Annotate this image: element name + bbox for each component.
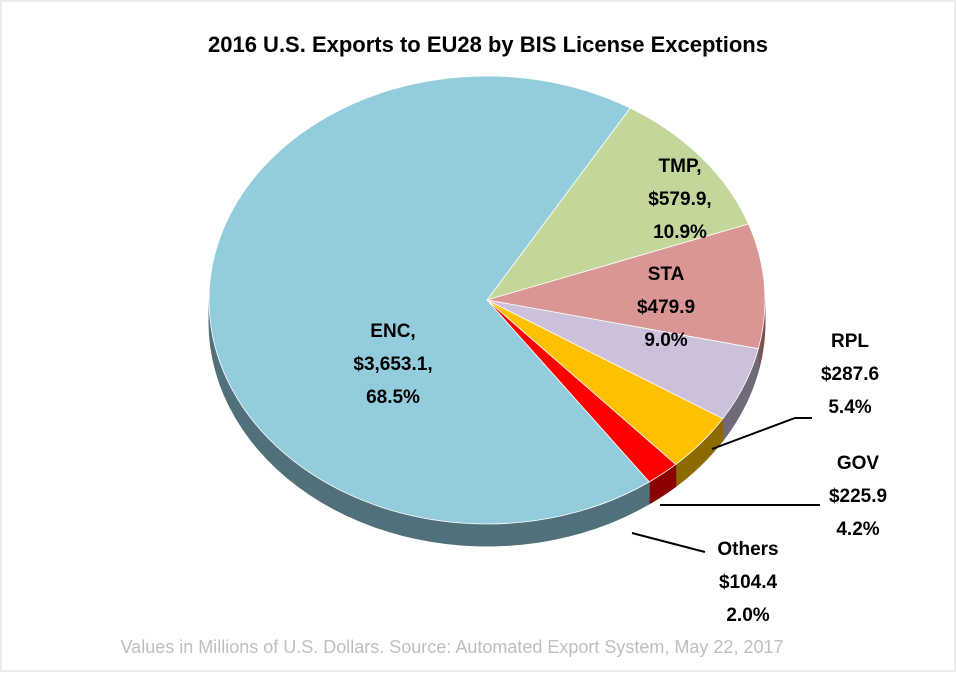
data-label-percent: 5.4% (828, 397, 871, 418)
footnote: Values in Millions of U.S. Dollars. Sour… (121, 637, 784, 657)
data-label-percent: 9.0% (644, 330, 687, 351)
data-label-name: RPL (831, 331, 869, 352)
data-label-percent: 10.9% (653, 222, 707, 243)
slice (486, 223, 766, 350)
data-label-name: Others (717, 539, 778, 560)
data-label-value: $225.9 (829, 486, 887, 507)
data-label-percent: 68.5% (366, 387, 420, 408)
slice (485, 107, 750, 301)
data-label-name: GOV (837, 453, 880, 474)
data-label-name: ENC, (370, 321, 415, 342)
data-label-value: $287.6 (821, 364, 879, 385)
data-label-name: TMP, (659, 156, 702, 177)
data-label-percent: 4.2% (836, 519, 879, 540)
leader-line (711, 417, 812, 450)
data-label-value: $3,653.1, (353, 354, 432, 375)
data-label-percent: 2.0% (726, 605, 769, 626)
slice (208, 75, 650, 525)
data-label-value: $479.9 (637, 297, 695, 318)
leader-line (631, 532, 706, 553)
data-label-name: STA (648, 264, 685, 285)
chart-title: 2016 U.S. Exports to EU28 by BIS License… (208, 32, 768, 57)
data-label-value: $579.9, (648, 189, 711, 210)
data-label-value: $104.4 (719, 572, 778, 593)
